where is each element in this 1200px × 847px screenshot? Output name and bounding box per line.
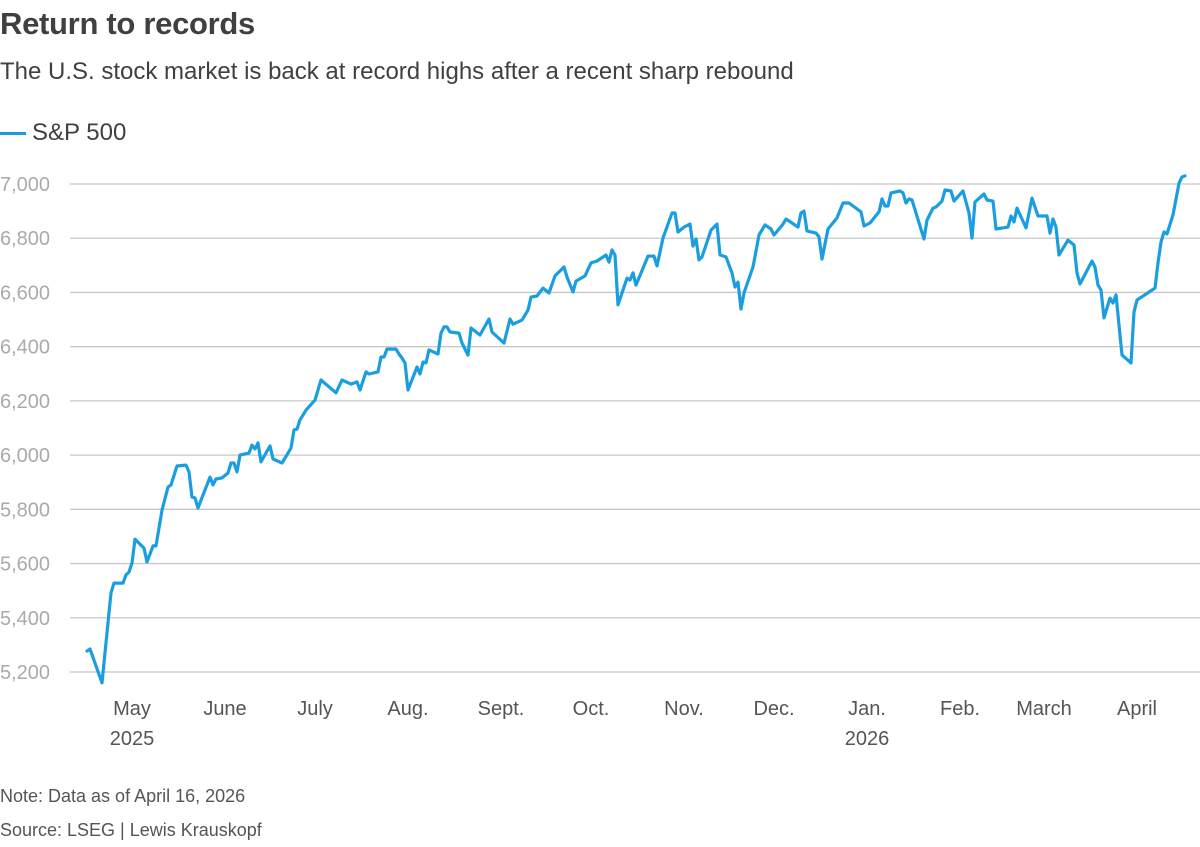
x-tick-year-label: 2026: [845, 728, 890, 750]
footnote: Note: Data as of April 16, 2026: [0, 786, 246, 806]
series-line-sp500: [85, 174, 1187, 685]
y-tick-label: 5,600: [0, 554, 50, 576]
y-axis-ticks: 5,200 5,400 5,600 5,800 6,000 6,200 6,400 6,600…: [0, 174, 50, 684]
x-tick-label: Sept.: [478, 698, 525, 720]
x-tick-label: May: [113, 698, 151, 720]
x-tick-label: Oct.: [573, 698, 610, 720]
source-credit: Source: LSEG | Lewis Krauskopf: [0, 820, 262, 840]
gridlines: [70, 183, 1200, 673]
line-chart: 5,200 5,400 5,600 5,800 6,000 6,200 6,400 6,600…: [0, 174, 1200, 750]
chart-subtitle: The U.S. stock market is back at record …: [0, 58, 794, 85]
x-tick-label: Feb.: [940, 698, 980, 720]
y-tick-label: 6,400: [0, 337, 50, 359]
y-tick-label: 6,600: [0, 282, 50, 304]
y-tick-label: 6,000: [0, 445, 50, 467]
x-axis-ticks: May 2025 June July Aug. Sept. Oct. Nov. Dec. Jan.…: [110, 698, 1157, 750]
x-tick-label: Jan.: [848, 698, 886, 720]
x-tick-label: Dec.: [753, 698, 794, 720]
legend-swatch-sp500: [0, 131, 26, 135]
y-tick-label: 7,000: [0, 174, 50, 196]
y-tick-label: 6,800: [0, 228, 50, 250]
y-tick-label: 5,200: [0, 662, 50, 684]
y-tick-label: 5,800: [0, 499, 50, 521]
series-layer: [85, 174, 1187, 685]
y-tick-label: 6,200: [0, 391, 50, 413]
x-tick-label: July: [297, 698, 333, 720]
x-tick-label: April: [1117, 698, 1157, 720]
legend: S&P 500: [0, 119, 126, 147]
x-tick-label: March: [1016, 698, 1072, 720]
x-tick-label: Nov.: [664, 698, 704, 720]
legend-label-sp500: S&P 500: [32, 119, 127, 146]
y-tick-label: 5,400: [0, 608, 50, 630]
chart-title: Return to records: [0, 6, 255, 41]
x-tick-year-label: 2025: [110, 728, 155, 750]
x-tick-label: Aug.: [387, 698, 428, 720]
x-tick-label: June: [203, 698, 246, 720]
